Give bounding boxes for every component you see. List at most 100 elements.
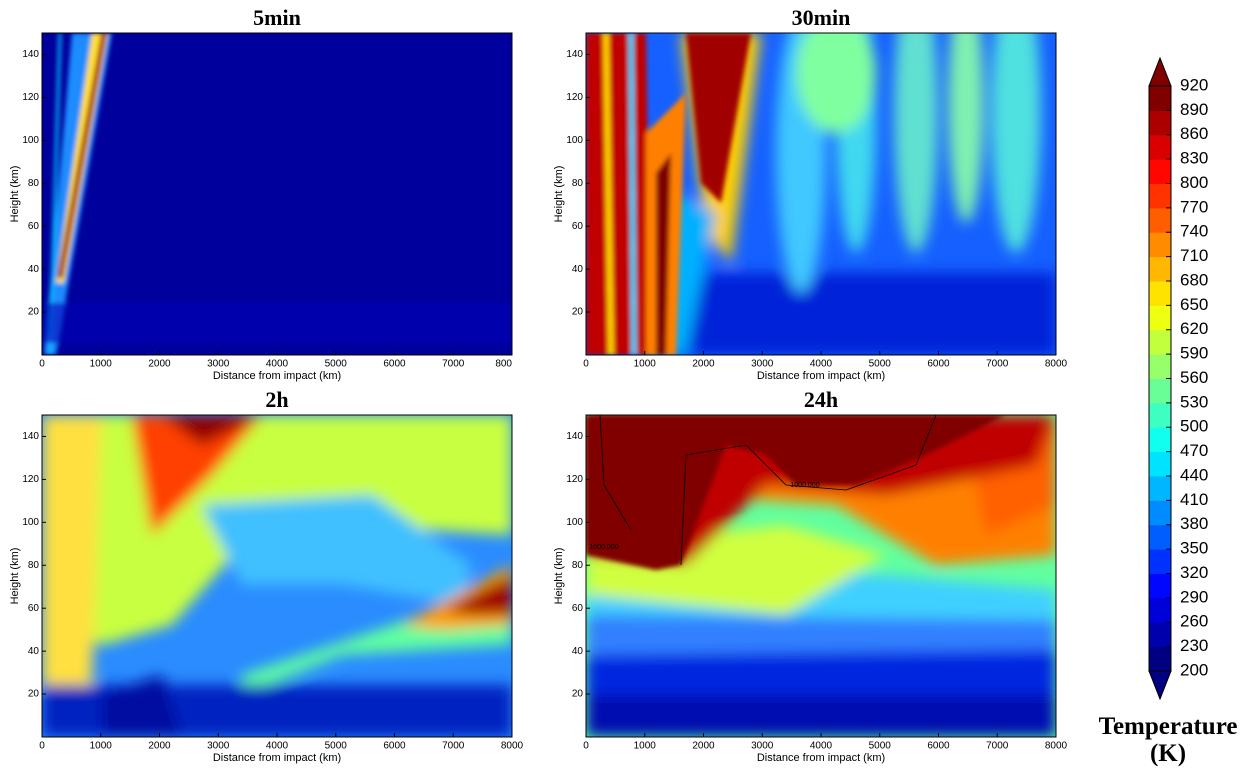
x-tick-label: 2000 (148, 359, 171, 370)
x-tick-label: 5000 (869, 359, 892, 370)
colorbar-tick-label: 320 (1180, 563, 1208, 582)
y-tick-label: 120 (22, 474, 39, 485)
y-tick-label: 120 (22, 92, 39, 103)
colorbar-tick-label: 620 (1180, 319, 1208, 338)
colorbar-tick-label: 200 (1180, 660, 1208, 679)
y-tick-label: 40 (28, 646, 40, 657)
x-axis-label: Distance from impact (km) (213, 752, 341, 764)
contour-label: 1000.000 (790, 482, 819, 489)
x-tick-label: 1000 (634, 741, 657, 752)
y-tick-label: 100 (22, 135, 39, 146)
x-tick-label: 4000 (810, 359, 833, 370)
colorbar-band (1149, 402, 1171, 428)
y-tick-label: 20 (28, 689, 40, 700)
x-tick-label: 5000 (325, 359, 348, 370)
colorbar-band (1149, 646, 1171, 672)
colorbar-band (1149, 329, 1171, 355)
y-tick-label: 20 (28, 307, 40, 318)
y-tick-label: 20 (572, 307, 584, 318)
x-tick-label: 2000 (692, 741, 715, 752)
field-5min (42, 33, 512, 355)
y-tick-label: 80 (28, 178, 40, 189)
x-tick-label: 6000 (927, 359, 950, 370)
colorbar-band (1149, 451, 1171, 477)
x-tick-label: 0 (583, 359, 589, 370)
y-tick-label: 60 (28, 221, 40, 232)
colorbar-label: Temperature (1099, 713, 1238, 740)
x-tick-label: 5000 (325, 741, 348, 752)
colorbar-band (1149, 86, 1171, 111)
x-tick-label: 4000 (266, 359, 289, 370)
x-tick-label: 0 (39, 359, 45, 370)
colorbar-tick-label: 470 (1180, 441, 1208, 460)
y-axis-label: Height (km) (553, 166, 565, 223)
x-tick-label: 0 (583, 741, 589, 752)
y-tick-label: 80 (572, 178, 584, 189)
colorbar-tick-label: 350 (1180, 539, 1208, 558)
colorbar-tick-label: 530 (1180, 392, 1208, 411)
y-tick-label: 60 (572, 221, 584, 232)
x-tick-label: 2000 (148, 741, 171, 752)
colorbar-band (1149, 354, 1171, 379)
colorbar-band (1149, 549, 1171, 574)
y-axis-label: Height (km) (9, 548, 21, 605)
x-axis-label: Distance from impact (km) (213, 370, 341, 382)
y-tick-label: 60 (28, 603, 40, 614)
colorbar-band (1149, 232, 1171, 258)
colorbar-band (1149, 256, 1171, 282)
colorbar-band (1149, 134, 1171, 160)
colorbar-band (1149, 427, 1171, 453)
colorbar-band (1149, 500, 1171, 526)
x-tick-label: 3000 (207, 741, 230, 752)
colorbar-extend-max (1148, 56, 1172, 87)
contour-label: 1000.000 (589, 544, 618, 551)
x-tick-label: 8000 (1045, 359, 1068, 370)
colorbar-tick-label: 560 (1180, 368, 1208, 387)
colorbar-band (1149, 573, 1171, 599)
colorbar-tick-label: 500 (1180, 417, 1208, 436)
field-2h (42, 415, 512, 737)
colorbar-band (1149, 183, 1171, 209)
colorbar-band (1149, 159, 1171, 184)
x-tick-label: 1000 (634, 359, 657, 370)
colorbar-tick-label: 290 (1180, 587, 1208, 606)
x-tick-label: 8000 (1045, 741, 1068, 752)
colorbar-tick-label: 830 (1180, 149, 1208, 168)
x-tick-label: 7000 (442, 359, 465, 370)
colorbar-band (1149, 476, 1171, 501)
colorbar-tick-label: 860 (1180, 124, 1208, 143)
x-tick-label: 6000 (927, 741, 950, 752)
colorbar-band (1149, 597, 1171, 623)
x-tick-label: 4000 (266, 741, 289, 752)
x-tick-label: 800 (495, 359, 512, 370)
x-tick-label: 7000 (442, 741, 465, 752)
x-tick-label: 3000 (751, 359, 774, 370)
colorbar-band (1149, 622, 1171, 648)
x-tick-label: 4000 (810, 741, 833, 752)
x-tick-label: 8000 (501, 741, 524, 752)
x-axis-label: Distance from impact (km) (757, 752, 885, 764)
panel-title: 24h (804, 387, 838, 412)
x-tick-label: 7000 (986, 741, 1009, 752)
colorbar-tick-label: 710 (1180, 246, 1208, 265)
colorbar-band (1149, 524, 1171, 550)
y-tick-label: 100 (22, 517, 39, 528)
colorbar-tick-label: 230 (1180, 636, 1208, 655)
x-tick-label: 5000 (869, 741, 892, 752)
y-tick-label: 80 (28, 560, 40, 571)
y-tick-label: 120 (566, 474, 583, 485)
panel-title: 5min (253, 5, 301, 30)
colorbar-band (1149, 305, 1171, 331)
colorbar-tick-label: 680 (1180, 270, 1208, 289)
x-tick-label: 0 (39, 741, 45, 752)
colorbar-tick-label: 920 (1180, 75, 1208, 94)
x-tick-label: 3000 (751, 741, 774, 752)
y-axis-label: Height (km) (553, 548, 565, 605)
colorbar-tick-label: 590 (1180, 344, 1208, 363)
colorbar-label: (K) (1150, 740, 1186, 767)
colorbar-tick-label: 740 (1180, 222, 1208, 241)
y-tick-label: 140 (22, 431, 39, 442)
y-tick-label: 100 (566, 135, 583, 146)
x-tick-label: 1000 (90, 741, 113, 752)
